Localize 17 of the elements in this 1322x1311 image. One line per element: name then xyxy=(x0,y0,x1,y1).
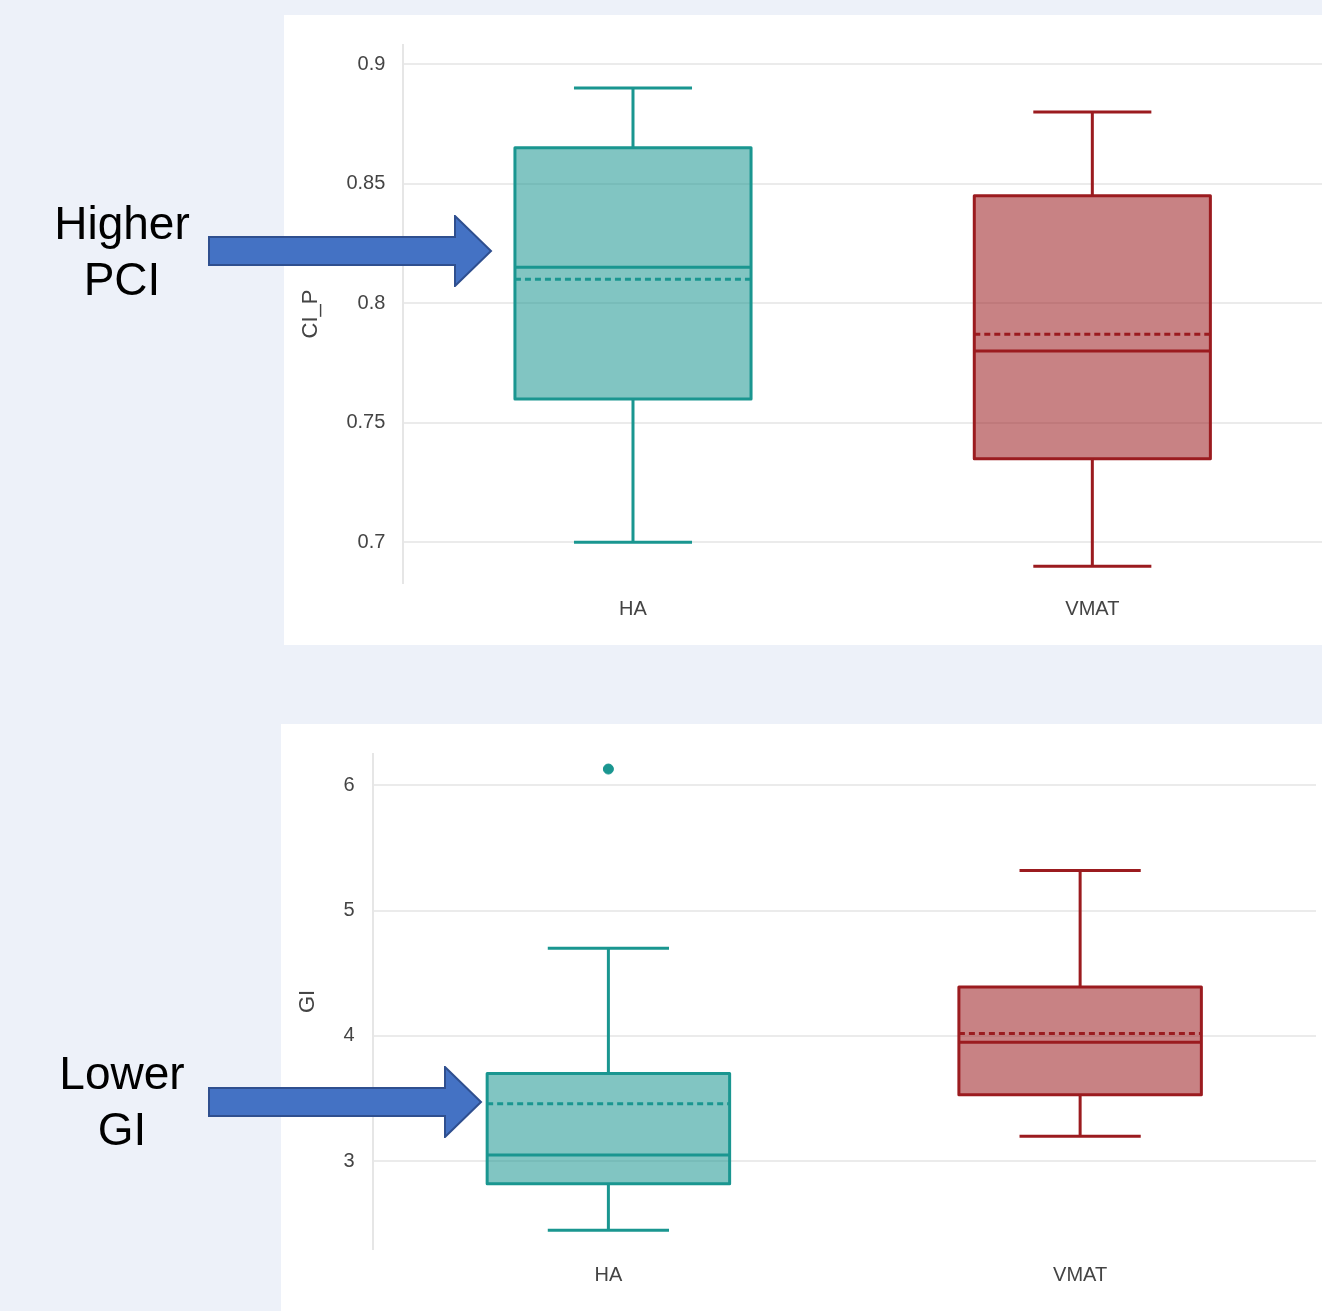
y-tick-label: 5 xyxy=(343,898,355,921)
text: Higher PCI xyxy=(53,196,191,307)
text: Lower GI xyxy=(58,1046,186,1157)
y-tick-label: 0.7 xyxy=(357,529,386,552)
x-tick-label: HA xyxy=(619,596,648,619)
y-tick-label: 4 xyxy=(343,1023,355,1046)
x-tick-label: VMAT xyxy=(1053,1262,1108,1285)
y-tick-label: 0.8 xyxy=(357,290,386,313)
y-tick-label: 3 xyxy=(343,1148,355,1171)
x-tick-label: VMAT xyxy=(1065,596,1120,619)
y-tick-label: 0.9 xyxy=(357,51,386,74)
y-tick-label: 0.85 xyxy=(346,171,386,194)
y-tick-label: 6 xyxy=(343,772,355,795)
y-axis-title: CI_P xyxy=(297,289,323,339)
y-axis-title: GI xyxy=(294,989,320,1014)
x-tick-label: HA xyxy=(594,1262,623,1285)
y-tick-label: 0.75 xyxy=(346,410,386,433)
